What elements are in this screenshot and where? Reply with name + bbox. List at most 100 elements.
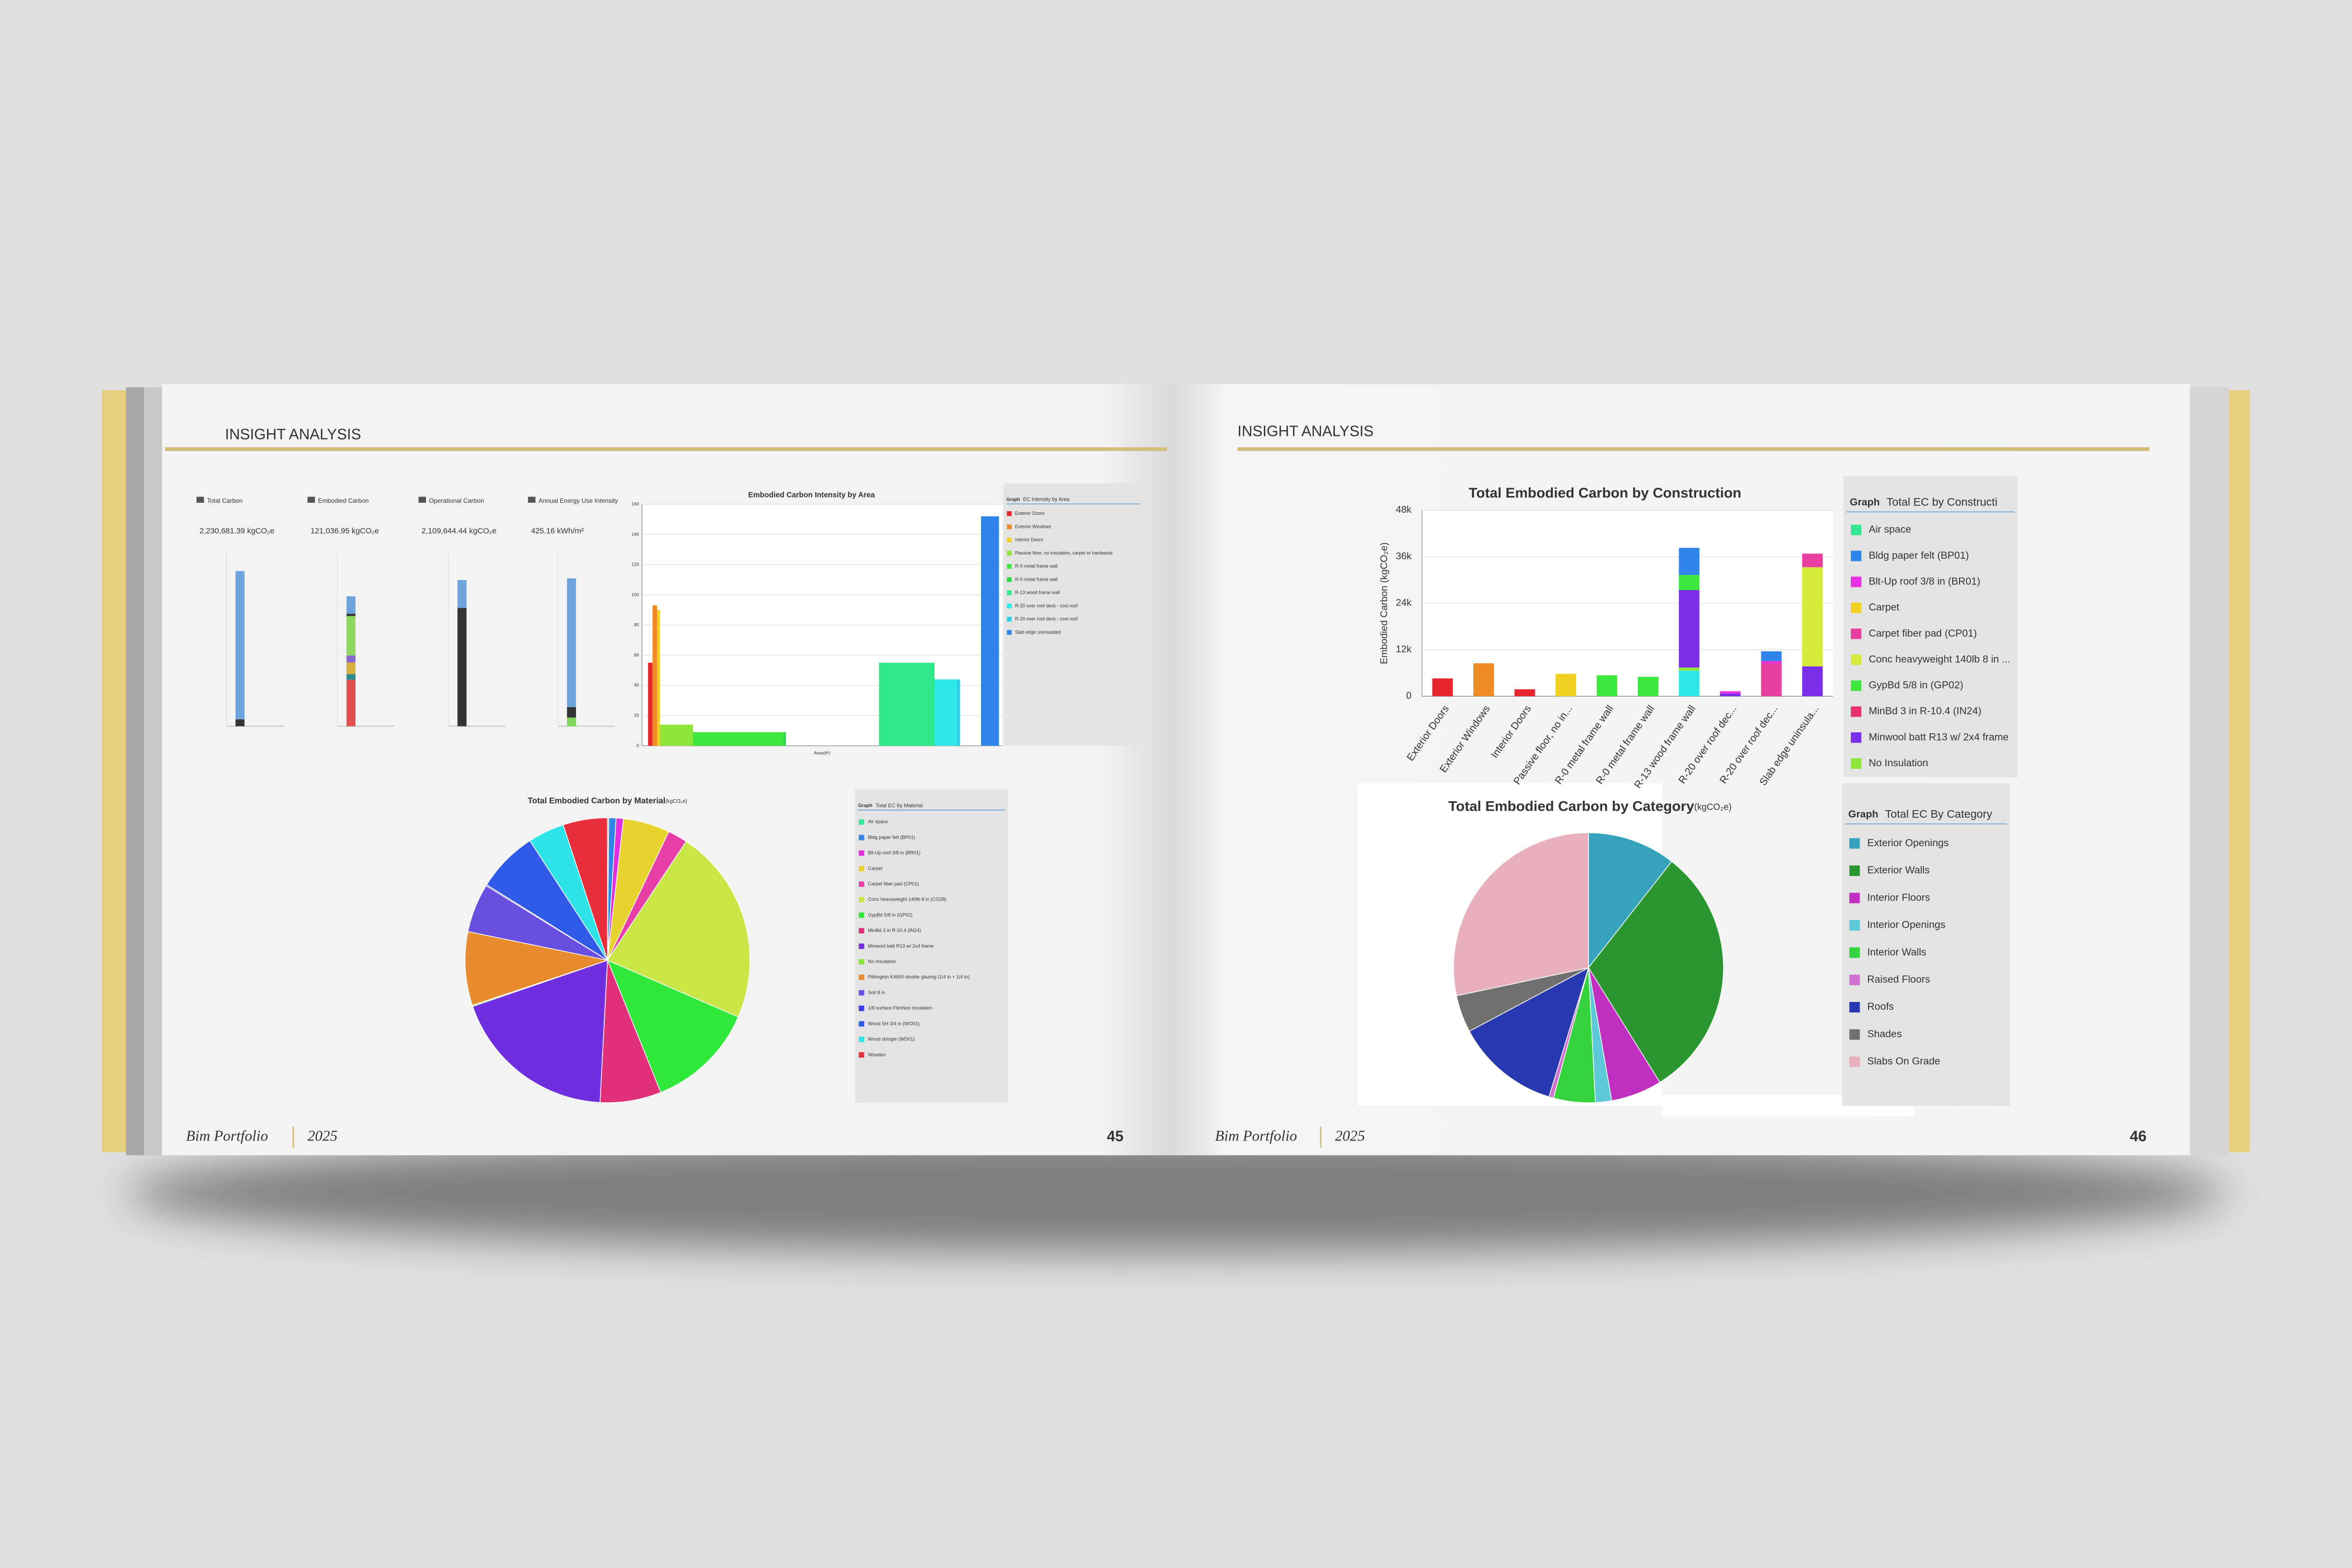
legend-swatch <box>859 912 864 918</box>
kpi-bar-segment <box>346 616 356 656</box>
legend-entry: Conc heavyweight 140lb 8 in (CO28) <box>868 897 947 902</box>
legend-entry: Conc heavyweight 140lb 8 in ... <box>1869 653 2010 665</box>
legend-swatch <box>1851 758 1862 769</box>
bar-segment <box>1679 575 1700 590</box>
legend-entry: R-0 metal frame wall <box>1015 563 1057 569</box>
header: INSIGHT ANALYSIS <box>225 426 361 443</box>
y-tick-label: 160 <box>631 501 639 506</box>
legend-entry: Carpet <box>1869 602 1899 613</box>
y-tick-label: 60 <box>634 652 639 658</box>
legend-title: Total EC By Category <box>1885 808 1992 821</box>
legend-entry: Exterior Windows <box>1015 524 1052 529</box>
legend-entry: R-13 wood frame wall <box>1015 590 1060 595</box>
legend-title: Total EC by Material <box>875 803 923 809</box>
legend-entry: Minwool batt R13 w/ 2x4 frame <box>868 943 934 949</box>
bar <box>981 516 999 746</box>
legend-entry: Exterior Openings <box>1867 837 1949 849</box>
footer-divider <box>292 1126 294 1148</box>
legend-swatch <box>1849 1002 1860 1013</box>
legend-entry: Bldg paper felt (BP01) <box>1869 550 1969 561</box>
y-tick-label: 0 <box>637 743 639 748</box>
kpi-bar-segment <box>235 571 245 720</box>
legend-swatch <box>859 835 864 840</box>
legend-entry: Minwool batt R13 w/ 2x4 frame <box>1869 731 2009 743</box>
legend-swatch <box>859 1006 864 1011</box>
chart-title: Total Embodied Carbon by Construction <box>1469 485 1742 501</box>
bar-segment <box>1679 667 1700 671</box>
bar-segment <box>1761 663 1782 697</box>
bar <box>693 732 783 746</box>
y-tick-label: 80 <box>634 622 639 627</box>
chart-title: Total Embodied Carbon by Material(kgCO₂e… <box>528 797 687 805</box>
bar-segment <box>1555 674 1576 697</box>
y-tick-label: 120 <box>631 562 639 567</box>
kpi-icon <box>528 497 536 503</box>
legend-entry: Blt-Up roof 3/8 in (BR01) <box>868 850 920 856</box>
legend-entry: MinBd 3 in R-10.4 (IN24) <box>1869 706 1981 717</box>
pie-slice <box>1588 832 1673 969</box>
legend-entry: R-20 over roof deck - cool roof <box>1015 603 1078 608</box>
kpi-value: 2,109,644.44 kgCO₂e <box>421 526 496 535</box>
kpi-bar-segment <box>567 717 577 727</box>
legend-swatch <box>1007 577 1012 582</box>
kpi-bar-segment <box>346 679 356 727</box>
legend-box <box>855 789 1008 1103</box>
pie-slice <box>464 931 609 1006</box>
header: INSIGHT ANALYSIS <box>1238 423 1374 440</box>
legend-entry: MinBd 3 in R-10.4 (IN24) <box>868 928 921 933</box>
legend-swatch <box>1849 838 1860 849</box>
y-axis-label: Embodied Carbon (kgCO₂e) <box>1378 543 1389 664</box>
legend-entry: Soil 8 in <box>868 990 885 995</box>
legend-entry: Interior Openings <box>1867 919 1945 931</box>
legend-swatch <box>859 881 864 887</box>
legend-swatch <box>1849 974 1860 985</box>
y-tick-label: 36k <box>1396 550 1412 561</box>
legend-entry: Roofs <box>1867 1001 1894 1012</box>
legend-entry: Exterior Walls <box>1867 864 1930 876</box>
legend-swatch <box>859 897 864 903</box>
pie-slice <box>1469 967 1589 1098</box>
bar <box>956 679 960 746</box>
bar-segment <box>1638 677 1658 697</box>
kpi-bar-segment <box>346 596 356 614</box>
legend-swatch <box>1007 550 1012 556</box>
kpi-bar-segment <box>346 614 356 616</box>
legend-entry: Wood shingle (WD01) <box>868 1036 915 1042</box>
kpi-bar-segment <box>346 655 356 663</box>
footer-title: Bim Portfolio <box>1215 1127 1297 1144</box>
legend-swatch <box>1007 564 1012 569</box>
legend-box <box>1003 483 1143 746</box>
legend-entry: R-20 over roof deck - cool roof <box>1015 616 1078 621</box>
legend-entry: Carpet fiber pad (CP01) <box>868 881 919 886</box>
bar <box>660 724 693 746</box>
footer-title: Bim Portfolio <box>186 1127 268 1144</box>
legend-swatch <box>1007 524 1012 529</box>
legend-swatch <box>1007 511 1012 516</box>
bar <box>934 679 957 746</box>
pie-slice <box>1588 861 1724 1083</box>
pie-slice <box>599 960 662 1103</box>
y-tick-label: 24k <box>1396 597 1412 608</box>
chart-title: Embodied Carbon Intensity by Area <box>748 491 875 499</box>
kpi-bar-segment <box>346 662 356 674</box>
legend-swatch <box>1849 920 1860 931</box>
legend-swatch <box>859 1052 864 1058</box>
legend-entry: Pilkington K4650 double glazing (1/4 in … <box>868 974 970 979</box>
bar-segment <box>1720 693 1741 697</box>
legend-entry: Raised Floors <box>1867 974 1930 985</box>
legend-swatch <box>1851 577 1862 587</box>
legend-label: Graph <box>858 803 872 808</box>
kpi-bar-segment <box>567 707 577 718</box>
legend-entry: R-0 metal frame wall <box>1015 577 1057 582</box>
kpi-title: Annual Energy Use Intensity <box>538 497 618 504</box>
legend-swatch <box>1849 1056 1860 1067</box>
kpi-value: 2,230,681.39 kgCO₂e <box>200 526 274 535</box>
legend-swatch <box>1851 706 1862 717</box>
bar-segment <box>1720 691 1741 694</box>
legend-entry: Bldg paper felt (BP01) <box>868 835 915 840</box>
page-stack <box>144 387 162 1156</box>
legend-entry: No Insulation <box>868 959 896 964</box>
legend-entry: Slab edge uninsulated <box>1015 629 1061 635</box>
pie-slice <box>606 959 739 1093</box>
page-number: 45 <box>1107 1128 1124 1145</box>
